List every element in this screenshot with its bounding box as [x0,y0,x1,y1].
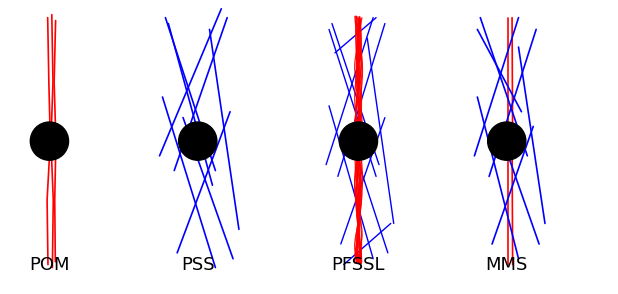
Text: MMS: MMS [486,255,528,274]
Ellipse shape [30,122,69,160]
Ellipse shape [179,122,217,160]
Text: PFSSL: PFSSL [332,255,385,274]
Text: POM: POM [29,255,70,274]
Text: PSS: PSS [181,255,214,274]
Ellipse shape [339,122,378,160]
Ellipse shape [488,122,526,160]
